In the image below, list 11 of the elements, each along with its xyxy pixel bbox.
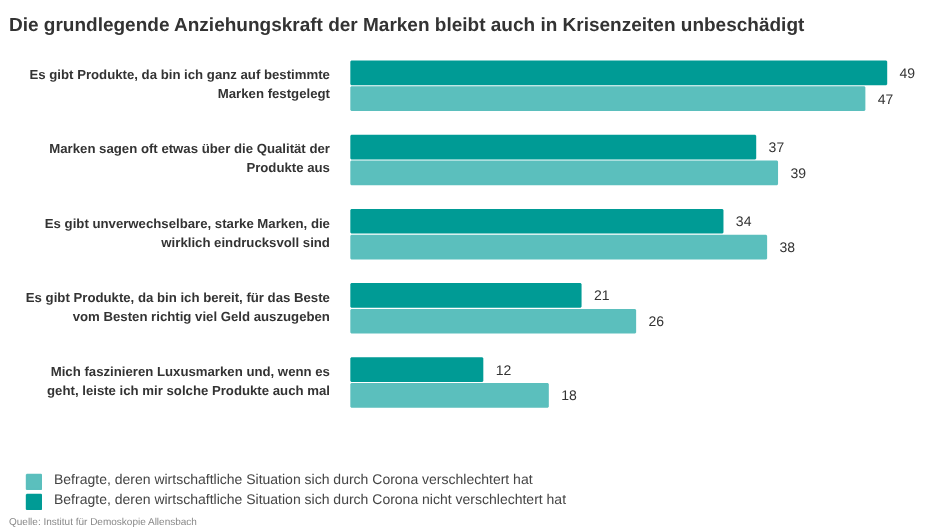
- chart-title: Die grundlegende Anziehungskraft der Marken bleibt auch in Krisenzeiten unbeschädigt: [9, 15, 806, 37]
- bar: [350, 208, 724, 234]
- bar: [350, 134, 757, 160]
- bar: [350, 283, 582, 308]
- bar: [350, 60, 888, 86]
- bar: [350, 86, 866, 111]
- bar: [350, 160, 779, 186]
- bar: [350, 357, 484, 383]
- bar: [350, 308, 637, 334]
- bar: [350, 383, 549, 408]
- bar: [350, 234, 768, 260]
